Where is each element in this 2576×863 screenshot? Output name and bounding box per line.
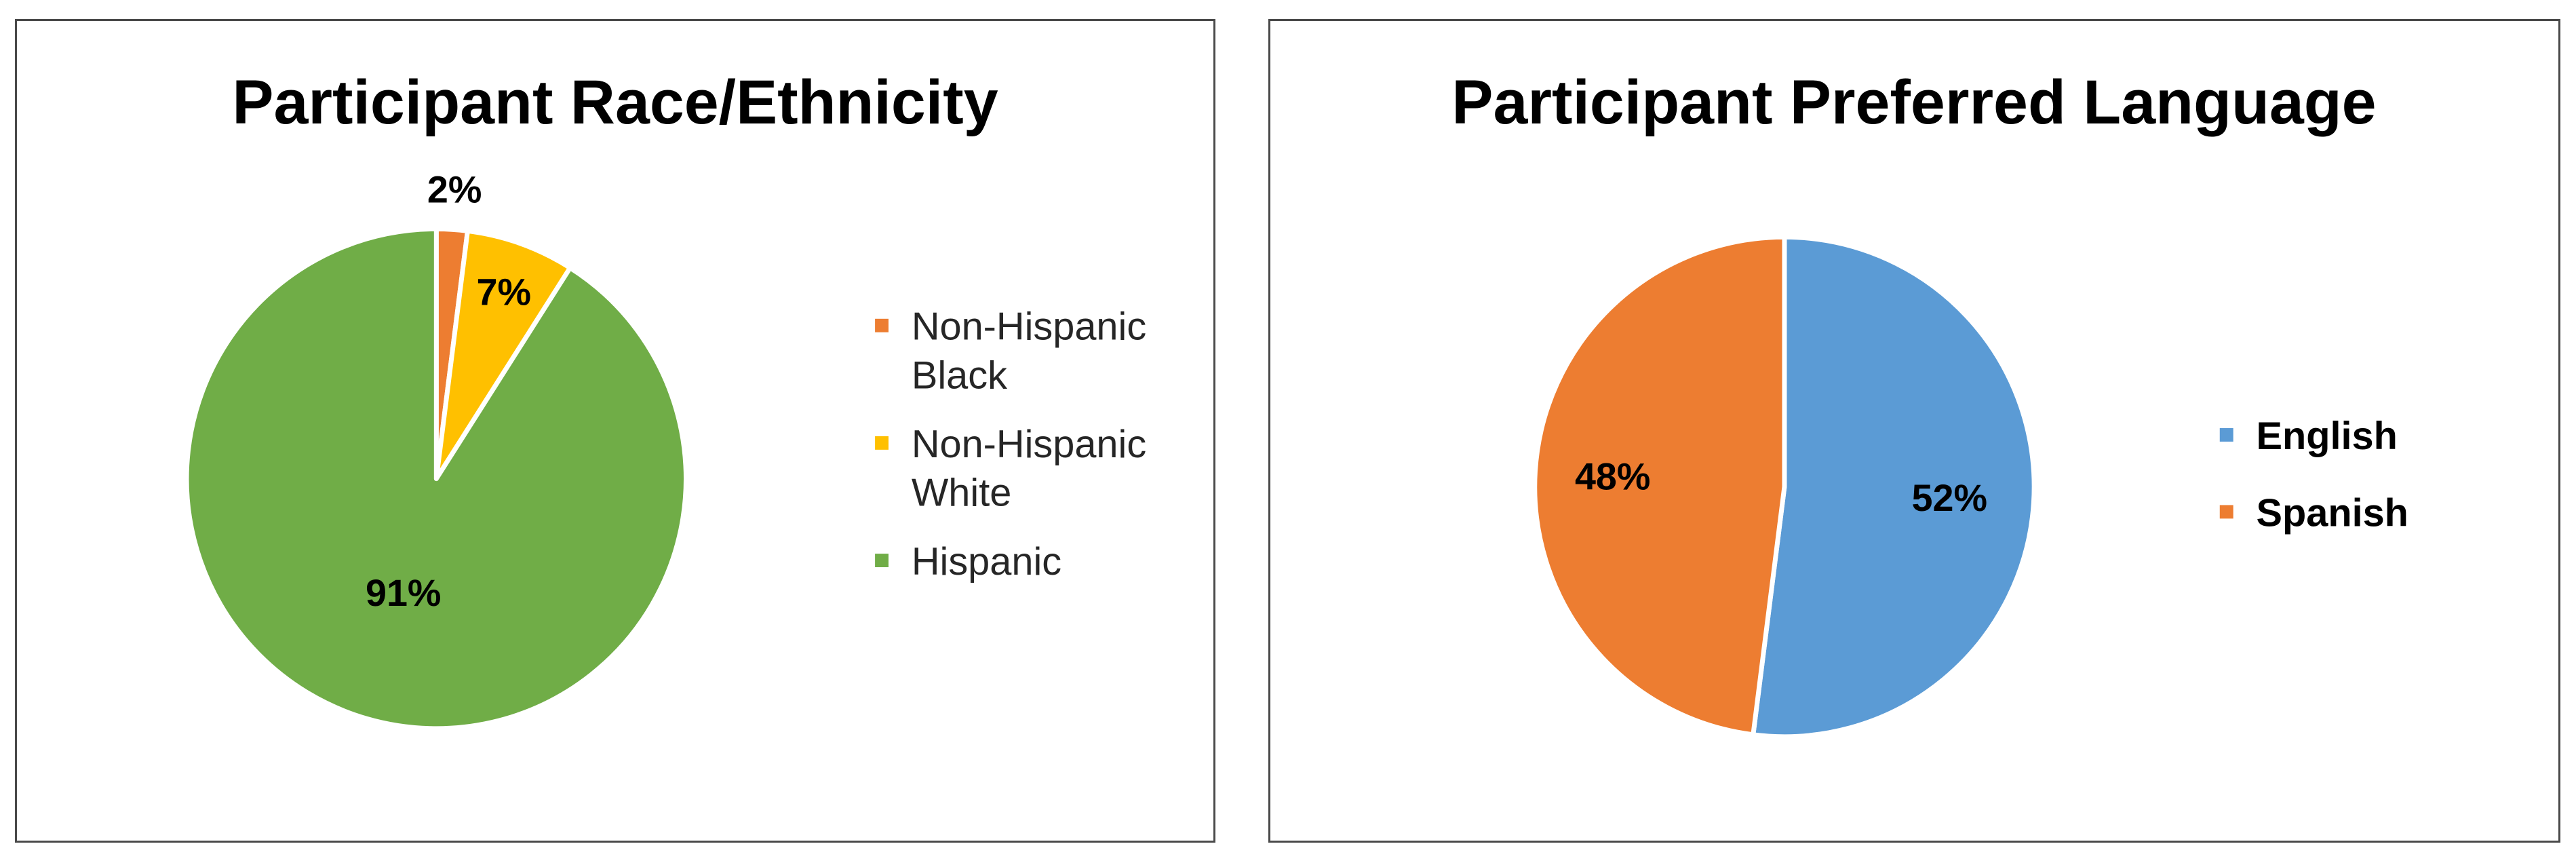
race-ethnicity-legend-swatch-non-hispanic-black: [875, 318, 889, 332]
preferred-language-legend-label-spanish: Spanish: [2256, 491, 2408, 535]
preferred-language-slice-english: [1751, 234, 2037, 740]
race-ethnicity-slice-hispanic: [184, 226, 688, 731]
preferred-language-slice-spanish: [1532, 234, 1787, 737]
race-ethnicity-pie-chart: Participant Race/Ethnicity 2% 7% 91% Non-H…: [184, 68, 1146, 731]
race-ethnicity-data-label-hispanic: 91%: [366, 572, 442, 614]
preferred-language-pie-chart: Participant Preferred Language 52% 48% En…: [1451, 68, 2408, 740]
preferred-language-data-labels: 52% 48%: [1575, 456, 1987, 519]
preferred-language-legend-item-spanish: Spanish: [2219, 491, 2408, 535]
preferred-language-slices: [1532, 234, 2037, 740]
preferred-language-legend-swatch-spanish: [2219, 505, 2233, 519]
race-ethnicity-legend-swatch-hispanic: [875, 554, 889, 568]
preferred-language-data-label-spanish: 48%: [1575, 456, 1651, 498]
race-ethnicity-legend-item-non-hispanic-white: Non-Hispanic White: [875, 423, 1146, 514]
race-ethnicity-legend-swatch-non-hispanic-white: [875, 436, 889, 450]
preferred-language-legend-item-english: English: [2219, 415, 2398, 458]
preferred-language-legend-swatch-english: [2219, 428, 2233, 442]
race-ethnicity-legend-label-non-hispanic-black: Black: [912, 353, 1007, 397]
race-ethnicity-legend-label-non-hispanic-white: White: [912, 471, 1011, 514]
race-ethnicity-legend-label-non-hispanic-black: Non-Hispanic: [912, 305, 1146, 349]
race-ethnicity-chart-panel: Participant Race/Ethnicity 2% 7% 91% Non-H…: [15, 19, 1215, 843]
race-ethnicity-slices: [184, 226, 688, 731]
preferred-language-data-label-english: 52%: [1911, 477, 1987, 519]
race-ethnicity-data-label-non-hispanic-white: 7%: [476, 271, 531, 313]
race-ethnicity-data-labels: 2% 7% 91%: [366, 169, 531, 614]
race-ethnicity-legend: Non-HispanicBlackNon-HispanicWhiteHispan…: [875, 305, 1146, 583]
race-ethnicity-legend-label-hispanic: Hispanic: [912, 540, 1061, 583]
race-ethnicity-slice-non-hispanic-white: [433, 228, 573, 482]
race-ethnicity-data-label-non-hispanic-black: 2%: [427, 169, 482, 211]
preferred-language-legend-label-english: English: [2256, 415, 2397, 458]
race-ethnicity-legend-item-hispanic: Hispanic: [875, 540, 1061, 583]
preferred-language-chart-title: Participant Preferred Language: [1451, 68, 2376, 137]
preferred-language-legend: English Spanish: [2219, 415, 2408, 535]
preferred-language-chart-panel: Participant Preferred Language 52% 48% En…: [1268, 19, 2560, 843]
race-ethnicity-legend-label-non-hispanic-white: Non-Hispanic: [912, 423, 1146, 466]
race-ethnicity-chart-title: Participant Race/Ethnicity: [232, 68, 998, 137]
